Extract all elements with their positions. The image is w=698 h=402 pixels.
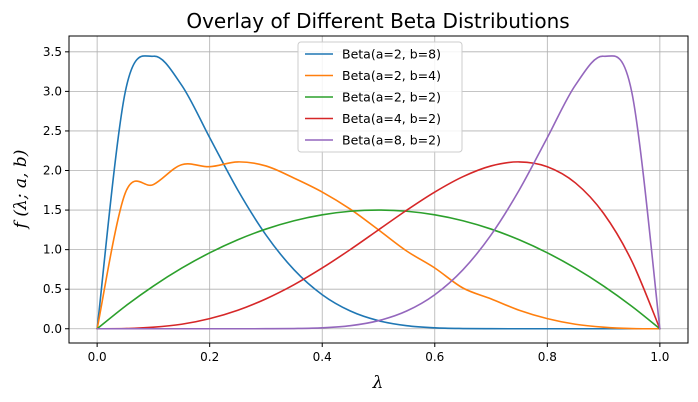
x-tick-label: 0.0 (88, 350, 107, 364)
series-line-1 (96, 55, 661, 330)
y-tick-label: 2.0 (43, 164, 62, 178)
series-line-3 (96, 209, 661, 330)
y-tick-label: 3.5 (43, 45, 62, 59)
legend-label-2: Beta(a=2, b=4) (342, 68, 441, 83)
y-tick-label: 1.5 (43, 203, 62, 217)
x-axis-label: λ (372, 373, 384, 393)
x-tick-label: 0.8 (538, 350, 557, 364)
legend-label-1: Beta(a=2, b=8) (342, 47, 441, 62)
axis-ticks: 0.0 0.2 0.4 0.6 0.8 1.0 0.0 0.5 1.0 1.5 2.0 2.5 3.0 3… (43, 45, 670, 364)
y-tick-label: 1.0 (43, 243, 62, 257)
y-tick-label: 3.0 (43, 84, 62, 98)
legend-label-5: Beta(a=8, b=2) (342, 133, 441, 148)
x-tick-label: 0.4 (313, 350, 332, 364)
chart-title: Overlay of Different Beta Distributions (186, 9, 569, 33)
legend-label-3: Beta(a=2, b=2) (342, 90, 441, 105)
series-line-5 (96, 55, 661, 330)
plot-frame (68, 35, 689, 344)
x-tick-label: 1.0 (650, 350, 669, 364)
legend-box (297, 41, 463, 153)
legend: Beta(a=2, b=8) Beta(a=2, b=4) Beta(a=2, b=… (297, 41, 463, 153)
x-tick-label: 0.6 (425, 350, 444, 364)
legend-label-4: Beta(a=4, b=2) (342, 111, 441, 126)
series-line-2 (96, 161, 661, 330)
y-tick-label: 2.5 (43, 124, 62, 138)
y-axis-label: f (λ; a, b) (11, 150, 31, 231)
series-lines (96, 55, 661, 330)
y-tick-label: 0.5 (43, 282, 62, 296)
series-line-4 (96, 161, 661, 330)
x-tick-label: 0.2 (200, 350, 219, 364)
y-tick-label: 0.0 (43, 322, 62, 336)
